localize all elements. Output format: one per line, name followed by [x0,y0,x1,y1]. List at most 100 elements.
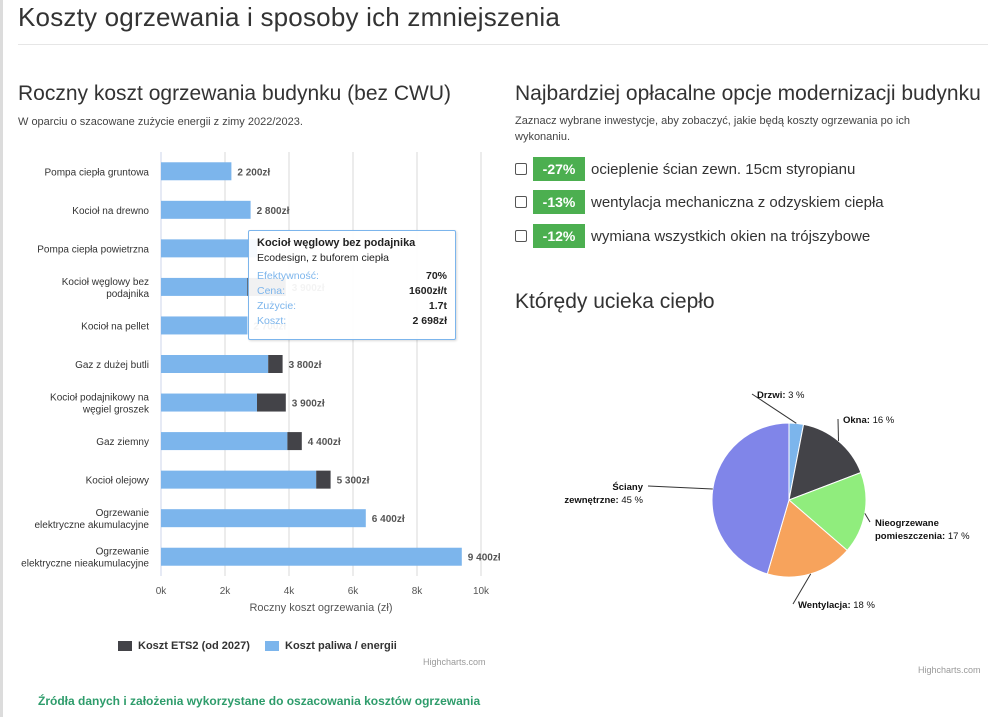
option-checkbox[interactable] [515,196,527,208]
bar-total-label: 2 800zł [257,206,290,217]
tooltip-row-efficiency: Efektywność: 70% [257,269,447,284]
pie-slice[interactable] [766,499,848,578]
pie-connector [864,513,871,523]
tooltip-label: Koszt: [257,315,287,327]
bar-fuel-cost[interactable] [161,239,257,257]
bar-fuel-cost[interactable] [161,394,257,412]
pie-connector [647,485,713,490]
legend-item-fuel[interactable]: Koszt paliwa / energii [265,640,397,652]
y-category-label: Pompa ciepła gruntowa [44,167,149,178]
pie-connector [751,393,797,424]
chart-tooltip: Kocioł węglowy bez podajnika Ecodesign, … [248,230,456,340]
bar-total-label: 5 300zł [337,476,370,487]
option-saving-badge: -12% [533,224,585,248]
tooltip-subtitle: Ecodesign, z buforem ciepła [257,252,389,264]
tooltip-value: 1.7t [428,300,447,312]
y-category-label: Kocioł podajnikowy na węgiel groszek [50,393,150,416]
bar-fuel-cost[interactable] [161,316,247,334]
pie-data-label: Nieogrzewane pomieszczenia: 17 % [875,518,970,542]
pie-connector [792,573,812,605]
bar-ets2-cost[interactable] [316,471,330,489]
heating-cost-bar-chart[interactable]: 0k 2k 4k 6k 8k 10k Roczny koszt ogrzewania (zł… [0,140,500,620]
modernization-subtitle: Zaznacz wybrane inwestycje, aby zobaczyć… [515,115,910,143]
bar-fuel-cost[interactable] [161,509,366,527]
option-label: wentylacja mechaniczna z odzyskiem ciepł… [591,193,884,211]
heat-loss-pie-chart[interactable]: Drzwi: 3 % Okna: 16 % Nieogrzewane pomieszc… [500,370,990,630]
sources-link[interactable]: Źródła danych i założenia wykorzystane d… [38,694,481,708]
pie-data-label: Drzwi: 3 % [757,390,805,401]
tooltip-row-usage: Zużycie: 1.7t [257,299,447,314]
heat-loss-heading: Którędy ucieka ciepło [515,290,715,313]
pie-slice[interactable] [711,422,790,575]
bar-fuel-cost[interactable] [161,548,462,566]
pie-data-label: Wentylacja: 18 % [798,600,875,611]
tooltip-row-cost: Koszt: 2 698zł [257,314,447,329]
y-category-label: Ogrzewanie elektryczne nieakumulacyjne [21,547,149,570]
tooltip-label: Zużycie: [257,300,297,312]
bar-total-label: 9 400zł [468,553,500,564]
tooltip-label: Cena: [257,285,286,297]
x-tick-label: 10k [473,586,490,597]
y-category-label: Ogrzewanie elektryczne akumulacyjne [35,508,150,531]
option-saving-badge: -27% [533,157,585,181]
tooltip-title: Kocioł węglowy bez podajnika [257,237,416,249]
x-tick-label: 4k [284,586,296,597]
option-label: wymiana wszystkich okien na trójszybowe [591,227,871,245]
tooltip-row-price: Cena: 1600zł/t [257,284,447,299]
x-tick-label: 0k [156,586,168,597]
bar-total-label: 2 200zł [237,167,270,178]
tooltip-value: 70% [425,270,447,282]
pie-data-label: Okna: 16 % [843,415,895,426]
option-wall-insulation[interactable]: -27% ocieplenie ścian zewn. 15cm styropi… [515,157,855,181]
highcharts-credits-left[interactable]: Highcharts.com [423,657,486,667]
tooltip-label: Efektywność: [257,270,319,282]
bar-ets2-cost[interactable] [257,394,286,412]
x-tick-label: 6k [348,586,360,597]
option-checkbox[interactable] [515,163,527,175]
legend-label-fuel: Koszt paliwa / energii [285,640,397,652]
option-label: ocieplenie ścian zewn. 15cm styropianu [591,160,856,178]
page-left-border [0,0,3,717]
y-category-label: Kocioł olejowy [86,476,149,487]
bar-total-label: 4 400zł [308,437,341,448]
tooltip-value: 2 698zł [412,315,447,327]
pie-data-label: Ściany zewnętrzne: 45 % [564,481,643,506]
bar-fuel-cost[interactable] [161,278,247,296]
cost-chart-subtitle: W oparciu o szacowane zużycie energii z … [18,116,303,128]
y-category-label: Kocioł na drewno [72,206,149,217]
tooltip-value: 1600zł/t [409,285,447,297]
x-tick-label: 2k [220,586,232,597]
y-category-label: Kocioł na pellet [81,321,149,332]
x-axis-title: Roczny koszt ogrzewania (zł) [249,602,392,614]
y-category-label: Pompa ciepła powietrzna [37,244,149,255]
y-category-label: Gaz ziemny [96,437,149,448]
x-tick-label: 8k [412,586,424,597]
bar-fuel-cost[interactable] [161,355,268,373]
bar-fuel-cost[interactable] [161,432,287,450]
highcharts-credits-right[interactable]: Highcharts.com [918,665,981,675]
legend-swatch-ets2 [118,641,132,651]
modernization-heading: Najbardziej opłacalne opcje modernizacji… [515,82,981,105]
cost-chart-heading: Roczny koszt ogrzewania budynku (bez CWU… [18,82,452,105]
y-category-label: Gaz z dużej butli [75,360,149,371]
bar-total-label: 6 400zł [372,514,405,525]
page-title: Koszty ogrzewania i sposoby ich zmniejsz… [18,2,561,32]
bar-total-label: 3 800zł [289,360,322,371]
bar-total-label: 3 900zł [292,399,325,410]
pie-slice[interactable] [788,471,867,552]
option-checkbox[interactable] [515,230,527,242]
bar-fuel-cost[interactable] [161,162,231,180]
bar-fuel-cost[interactable] [161,201,251,219]
option-ventilation[interactable]: -13% wentylacja mechaniczna z odzyskiem … [515,190,884,214]
title-divider [18,44,988,45]
bar-ets2-cost[interactable] [268,355,282,373]
legend-label-ets2: Koszt ETS2 (od 2027) [138,640,250,652]
bar-fuel-cost[interactable] [161,471,316,489]
bar-ets2-cost[interactable] [287,432,301,450]
legend-swatch-fuel [265,641,279,651]
legend-item-ets2[interactable]: Koszt ETS2 (od 2027) [118,640,250,652]
y-category-label: Kocioł węglowy bez podajnika [62,277,150,300]
option-saving-badge: -13% [533,190,585,214]
pie-slice[interactable] [788,423,862,501]
option-windows[interactable]: -12% wymiana wszystkich okien na trójszy… [515,224,870,248]
